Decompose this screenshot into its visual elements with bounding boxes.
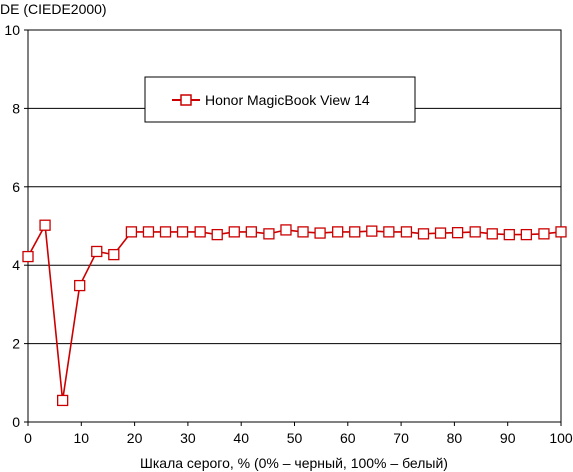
data-point	[451, 227, 464, 239]
x-tick-label: 20	[127, 430, 143, 446]
y-tick-label: 10	[4, 22, 20, 38]
data-point	[366, 225, 378, 237]
data-point	[159, 226, 172, 238]
x-tick-label: 40	[233, 430, 249, 446]
data-point	[486, 228, 498, 240]
data-point	[263, 228, 275, 240]
x-tick-label: 30	[180, 430, 196, 446]
data-point	[194, 226, 206, 238]
data-point	[400, 226, 413, 238]
series-honor-magicbook-view-14	[22, 219, 567, 407]
data-point	[332, 226, 344, 238]
data-point	[74, 279, 86, 292]
data-point	[280, 224, 292, 236]
legend-label: Honor MagicBook View 14	[205, 92, 370, 108]
data-point	[469, 226, 481, 238]
x-tick-label: 60	[340, 430, 356, 446]
legend-marker	[180, 94, 192, 106]
data-point	[142, 226, 155, 238]
y-tick-label: 6	[12, 179, 20, 195]
x-tick-label: 80	[447, 430, 463, 446]
x-tick-label: 70	[393, 430, 409, 446]
x-axis: 0 10 20 30 40 50 60 70 80 90 100	[24, 422, 573, 446]
data-point	[383, 226, 395, 238]
y-tick-label: 4	[12, 257, 20, 273]
x-tick-label: 0	[24, 430, 32, 446]
data-point	[176, 226, 189, 238]
y-axis: 0 2 4 6 8 10	[4, 22, 28, 430]
data-point	[538, 228, 550, 240]
x-tick-label: 100	[549, 430, 573, 446]
data-point	[245, 226, 257, 238]
data-point	[56, 394, 69, 407]
x-tick-label: 50	[287, 430, 303, 446]
legend: Honor MagicBook View 14	[144, 76, 416, 123]
data-point	[434, 227, 447, 239]
legend-box	[144, 76, 416, 123]
data-point	[555, 226, 567, 238]
data-point	[22, 250, 34, 263]
y-tick-label: 8	[12, 100, 20, 116]
data-point	[297, 226, 309, 238]
data-point	[39, 219, 51, 231]
data-point	[228, 226, 240, 238]
y-axis-title: DE (CIEDE2000)	[0, 1, 107, 17]
y-tick-label: 0	[12, 414, 20, 430]
x-axis-title: Шкала серого, % (0% – черный, 100% – бел…	[140, 455, 448, 471]
x-tick-label: 90	[500, 430, 516, 446]
x-tick-label: 10	[74, 430, 90, 446]
data-point	[314, 227, 326, 239]
data-point	[125, 226, 138, 238]
data-point	[211, 228, 223, 241]
data-point	[349, 226, 361, 238]
data-point	[503, 228, 515, 241]
y-tick-label: 2	[12, 336, 20, 352]
data-point	[417, 228, 430, 240]
data-point	[108, 248, 120, 261]
data-point	[520, 228, 533, 241]
data-point	[91, 245, 103, 258]
